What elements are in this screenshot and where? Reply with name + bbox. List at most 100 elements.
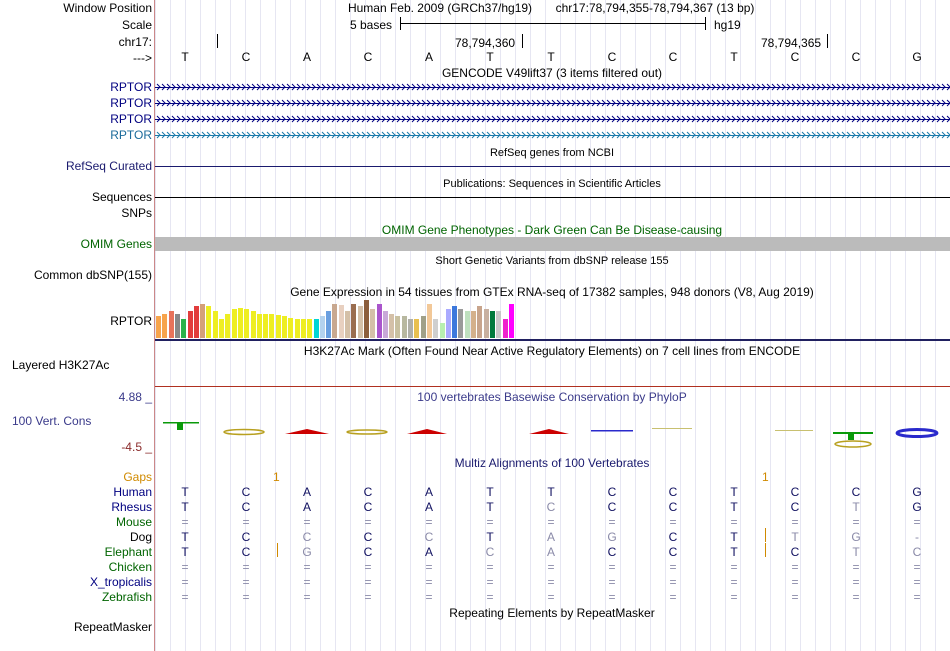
gtex-tissue-bar[interactable] <box>231 309 237 338</box>
gtex-tissue-bar[interactable] <box>382 311 388 338</box>
omim-gene-bar[interactable] <box>155 237 950 251</box>
reference-base: A <box>424 50 433 64</box>
gridline <box>605 0 606 651</box>
gtex-tissue-bar[interactable] <box>338 305 344 338</box>
gtex-tissue-bar[interactable] <box>502 319 508 338</box>
gtex-tissue-bar[interactable] <box>200 304 206 338</box>
gencode-item-label-2[interactable]: RPTOR <box>110 96 152 110</box>
gtex-tissue-bar[interactable] <box>212 311 218 338</box>
h3k27ac-track-label[interactable]: Layered H3K27Ac <box>12 358 110 372</box>
gtex-tissue-bar[interactable] <box>445 309 451 338</box>
multiz-base: A <box>424 545 433 559</box>
gtex-tissue-bar[interactable] <box>288 318 294 338</box>
sequences-track-label[interactable]: Sequences <box>91 190 152 204</box>
gtex-tissue-bar[interactable] <box>351 304 357 338</box>
multiz-base: C <box>424 530 434 544</box>
refseq-track-label[interactable]: RefSeq Curated <box>65 159 152 173</box>
gtex-tissue-bar[interactable] <box>420 316 426 338</box>
multiz-base: C <box>790 545 800 559</box>
multiz-base: = <box>547 515 555 529</box>
gtex-tissue-bar[interactable] <box>244 309 250 338</box>
gtex-tissue-bar[interactable] <box>193 306 199 338</box>
gtex-tissue-bar[interactable] <box>225 314 231 338</box>
gtex-tissue-bar[interactable] <box>452 306 458 338</box>
scale-text: 5 bases <box>350 18 393 32</box>
gtex-tissue-bar[interactable] <box>483 309 489 338</box>
gencode-gene-line[interactable] <box>155 87 950 88</box>
gencode-gene-line[interactable] <box>155 119 950 120</box>
gencode-item-label-3[interactable]: RPTOR <box>110 112 152 126</box>
gtex-tissue-bar[interactable] <box>332 304 338 338</box>
repeatmasker-track-label[interactable]: RepeatMasker <box>73 620 152 634</box>
gridline <box>155 0 156 651</box>
phylop-glyph-8 <box>652 428 692 429</box>
gtex-tissue-bar[interactable] <box>269 314 275 338</box>
phylop-glyph-1 <box>163 422 199 430</box>
gridline <box>350 0 351 651</box>
gtex-tissue-bar[interactable] <box>250 311 256 338</box>
gtex-tissue-bar[interactable] <box>477 306 483 338</box>
gencode-gene-line[interactable] <box>155 103 950 104</box>
multiz-base: = <box>730 590 738 604</box>
gtex-tissue-bar[interactable] <box>313 319 319 338</box>
gtex-tissue-bar[interactable] <box>357 306 363 338</box>
phylop-glyph-6 <box>529 429 569 434</box>
gtex-tissue-bar[interactable] <box>168 311 174 338</box>
gtex-track-label[interactable]: RPTOR <box>110 314 152 328</box>
gtex-tissue-bar[interactable] <box>389 314 395 338</box>
gtex-tissue-bar[interactable] <box>414 319 420 338</box>
gtex-tissue-bar[interactable] <box>294 319 300 338</box>
gtex-tissue-bar[interactable] <box>433 319 439 338</box>
gtex-tissue-bar[interactable] <box>263 314 269 338</box>
gtex-tissue-bar[interactable] <box>489 311 495 338</box>
gtex-tissue-bar[interactable] <box>187 311 193 338</box>
gtex-tissue-bar[interactable] <box>376 304 382 338</box>
gtex-tissue-bar[interactable] <box>256 314 262 338</box>
gtex-tissue-bar[interactable] <box>319 316 325 338</box>
gtex-tissue-bar[interactable] <box>370 309 376 338</box>
gtex-tissue-bar[interactable] <box>275 315 281 338</box>
gtex-tissue-bar[interactable] <box>326 311 332 338</box>
dbsnp-track-label[interactable]: Common dbSNP(155) <box>33 268 152 282</box>
gtex-tissue-bar[interactable] <box>458 309 464 338</box>
gtex-tissue-bar[interactable] <box>401 316 407 338</box>
gencode-item-label-4[interactable]: RPTOR <box>110 128 152 142</box>
gridline <box>560 0 561 651</box>
gtex-tissue-bar[interactable] <box>282 316 287 338</box>
gtex-tissue-bar[interactable] <box>174 314 180 338</box>
refseq-gene-line[interactable] <box>155 166 950 167</box>
reference-base: T <box>181 50 189 64</box>
multiz-base: A <box>546 545 555 559</box>
multiz-base: - <box>915 530 919 544</box>
multiz-base: A <box>546 530 555 544</box>
gtex-tissue-bar[interactable] <box>464 311 470 338</box>
gtex-tissue-bar[interactable] <box>237 308 243 338</box>
gtex-tissue-bar[interactable] <box>395 316 401 338</box>
gtex-tissue-bar[interactable] <box>219 319 224 338</box>
gtex-tissue-bar[interactable] <box>181 319 187 338</box>
gtex-expression-bars[interactable] <box>155 300 950 338</box>
browser-image-area[interactable]: Human Feb. 2009 (GRCh37/hg19) chr17:78,7… <box>155 0 950 651</box>
gtex-tissue-bar[interactable] <box>471 311 476 338</box>
gtex-tissue-bar[interactable] <box>363 300 369 338</box>
omim-track-label[interactable]: OMIM Genes <box>80 237 152 251</box>
multiz-base: = <box>425 575 433 589</box>
phylop-track-label[interactable]: 100 Vert. Cons <box>12 414 92 428</box>
gencode-item-label-1[interactable]: RPTOR <box>110 80 152 94</box>
reference-base: C <box>851 50 861 64</box>
gtex-tissue-bar[interactable] <box>408 319 413 338</box>
gtex-tissue-bar[interactable] <box>307 319 313 338</box>
gtex-tissue-bar[interactable] <box>496 311 502 338</box>
gridline <box>710 0 711 651</box>
snps-track-label[interactable]: SNPs <box>121 206 152 220</box>
gtex-tissue-bar[interactable] <box>162 314 168 338</box>
gtex-tissue-bar[interactable] <box>156 316 161 338</box>
gtex-tissue-bar[interactable] <box>300 319 306 338</box>
gtex-tissue-bar[interactable] <box>426 304 432 338</box>
multiz-base: = <box>303 575 311 589</box>
gtex-tissue-bar[interactable] <box>345 311 350 338</box>
gtex-tissue-bar[interactable] <box>206 306 212 338</box>
gtex-tissue-bar[interactable] <box>439 323 445 338</box>
gtex-tissue-bar[interactable] <box>508 304 514 338</box>
gencode-gene-line[interactable] <box>155 135 950 136</box>
